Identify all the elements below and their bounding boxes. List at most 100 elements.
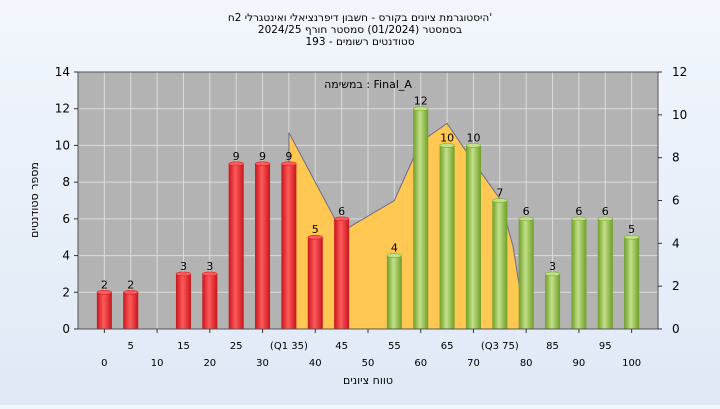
x-tick-label-upper: (Q3 75): [481, 341, 519, 352]
annotation-text: במשימה : Final_A: [324, 78, 412, 91]
bars: [96, 106, 640, 329]
title-line: היסטוגרמת ציונים בקורס - חשבון דיפרנציאל…: [228, 12, 492, 24]
bar: [334, 218, 350, 329]
x-tick-label-upper: 15: [177, 341, 190, 352]
bar-value-label: 7: [496, 187, 503, 200]
x-tick-label-upper: 45: [335, 341, 348, 352]
bar-value-label: 3: [549, 260, 556, 273]
bar-value-label: 6: [575, 205, 582, 218]
bar-cap: [96, 290, 113, 295]
x-tick-label-lower: 30: [256, 358, 269, 369]
bar-value-label: 12: [414, 95, 428, 108]
bar-cap: [518, 216, 534, 222]
bar-cap: [439, 143, 455, 148]
bar: [465, 145, 481, 329]
y-tick-label: 0: [62, 322, 70, 336]
bar: [624, 237, 640, 329]
bar: [492, 200, 508, 329]
bar-value-label: 3: [206, 260, 213, 273]
x-tick-label-upper: 55: [388, 341, 401, 352]
x-tick-label-upper: 95: [599, 341, 612, 352]
bar-value-label: 4: [391, 242, 398, 255]
y-tick-label: 12: [55, 102, 70, 116]
bar: [413, 108, 429, 329]
right-y-tick-label: 10: [672, 108, 687, 122]
x-tick-label-lower: 20: [203, 358, 216, 369]
x-tick-label-lower: 100: [622, 358, 641, 369]
x-tick-label-lower: 90: [573, 358, 586, 369]
bar: [386, 255, 402, 329]
bar-value-label: 9: [259, 150, 266, 163]
bar: [228, 163, 244, 329]
bar-value-labels: 2 2 3 3 9 9 9 5 6 4 12 10 10 7 6 3 6 6 5: [101, 95, 635, 292]
x-tick-label-lower: 60: [414, 358, 427, 369]
x-tick-label-lower: 40: [309, 358, 322, 369]
y-tick-label: 6: [62, 212, 70, 226]
x-axis-label: טווח ציונים: [343, 374, 393, 387]
bar-cap: [254, 161, 271, 167]
x-tick-label-lower: 50: [362, 358, 375, 369]
bar-cap: [333, 216, 350, 222]
title-line: סטודנטים רשומים - 193: [305, 36, 414, 48]
bar-value-label: 5: [628, 223, 635, 236]
bar-value-label: 3: [180, 260, 187, 273]
bar-value-label: 5: [312, 223, 319, 236]
right-y-tick-label: 8: [672, 151, 680, 165]
bar-cap: [228, 161, 244, 167]
bar-cap: [544, 271, 561, 277]
right-y-tick-label: 6: [672, 194, 680, 208]
bar: [96, 292, 112, 329]
bar: [545, 273, 561, 329]
x-tick-label-upper: (Q1 35): [270, 341, 308, 352]
bar-cap: [597, 216, 614, 222]
x-tick-label-upper: 5: [128, 341, 134, 352]
x-tick-label-lower: 0: [101, 358, 107, 369]
bar: [439, 145, 455, 329]
y-tick-label: 10: [55, 138, 70, 152]
bar: [123, 292, 139, 329]
bar: [597, 218, 613, 329]
bar: [571, 218, 587, 329]
bar: [281, 163, 297, 329]
x-tick-label-upper: 25: [230, 341, 243, 352]
right-y-tick-label: 2: [672, 279, 680, 293]
bar-cap: [122, 290, 139, 295]
bar-value-label: 6: [602, 205, 609, 218]
title-line: בסמסטר (01/2024) סמסטר חורף 2024/25: [258, 24, 462, 36]
bar-value-label: 9: [285, 150, 292, 163]
bar-cap: [623, 234, 640, 240]
bar-value-label: 10: [466, 131, 480, 144]
chart-title: היסטוגרמת ציונים בקורס - חשבון דיפרנציאל…: [228, 12, 492, 48]
bar: [202, 273, 218, 329]
bar: [518, 218, 534, 329]
left-y-axis: 0 2 4 6 8 10 12 14: [55, 65, 78, 336]
bar-cap: [412, 106, 429, 111]
bar: [255, 163, 271, 329]
bar-value-label: 9: [233, 150, 240, 163]
y-tick-label: 14: [55, 65, 70, 79]
bar-cap: [281, 161, 297, 167]
bar-cap: [571, 216, 587, 222]
bar-cap: [307, 234, 324, 240]
bar-value-label: 2: [127, 278, 134, 291]
bar-cap: [465, 143, 482, 148]
right-y-tick-label: 0: [672, 322, 680, 336]
x-tick-label-lower: 80: [520, 358, 533, 369]
bar-value-label: 6: [523, 205, 530, 218]
x-tick-label-lower: 70: [467, 358, 480, 369]
bar-cap: [492, 198, 508, 203]
bar-cap: [175, 271, 192, 277]
y-tick-label: 2: [62, 285, 70, 299]
x-axis-lower-ticks: 0 10 20 30 40 50 60 70 80 90 100: [101, 329, 641, 369]
bar-value-label: 2: [101, 278, 108, 291]
bar-value-label: 10: [440, 131, 454, 144]
bar: [175, 273, 191, 329]
y-axis-label: מספר סטודנטים: [28, 162, 41, 238]
bar-value-label: 6: [338, 205, 345, 218]
x-axis-upper-ticks: 5 15 25 (Q1 35) 45 55 65 (Q3 75) 85 95: [128, 341, 612, 352]
bar-cap: [202, 271, 218, 277]
bar-cap: [386, 253, 403, 258]
x-tick-label-upper: 65: [441, 341, 454, 352]
